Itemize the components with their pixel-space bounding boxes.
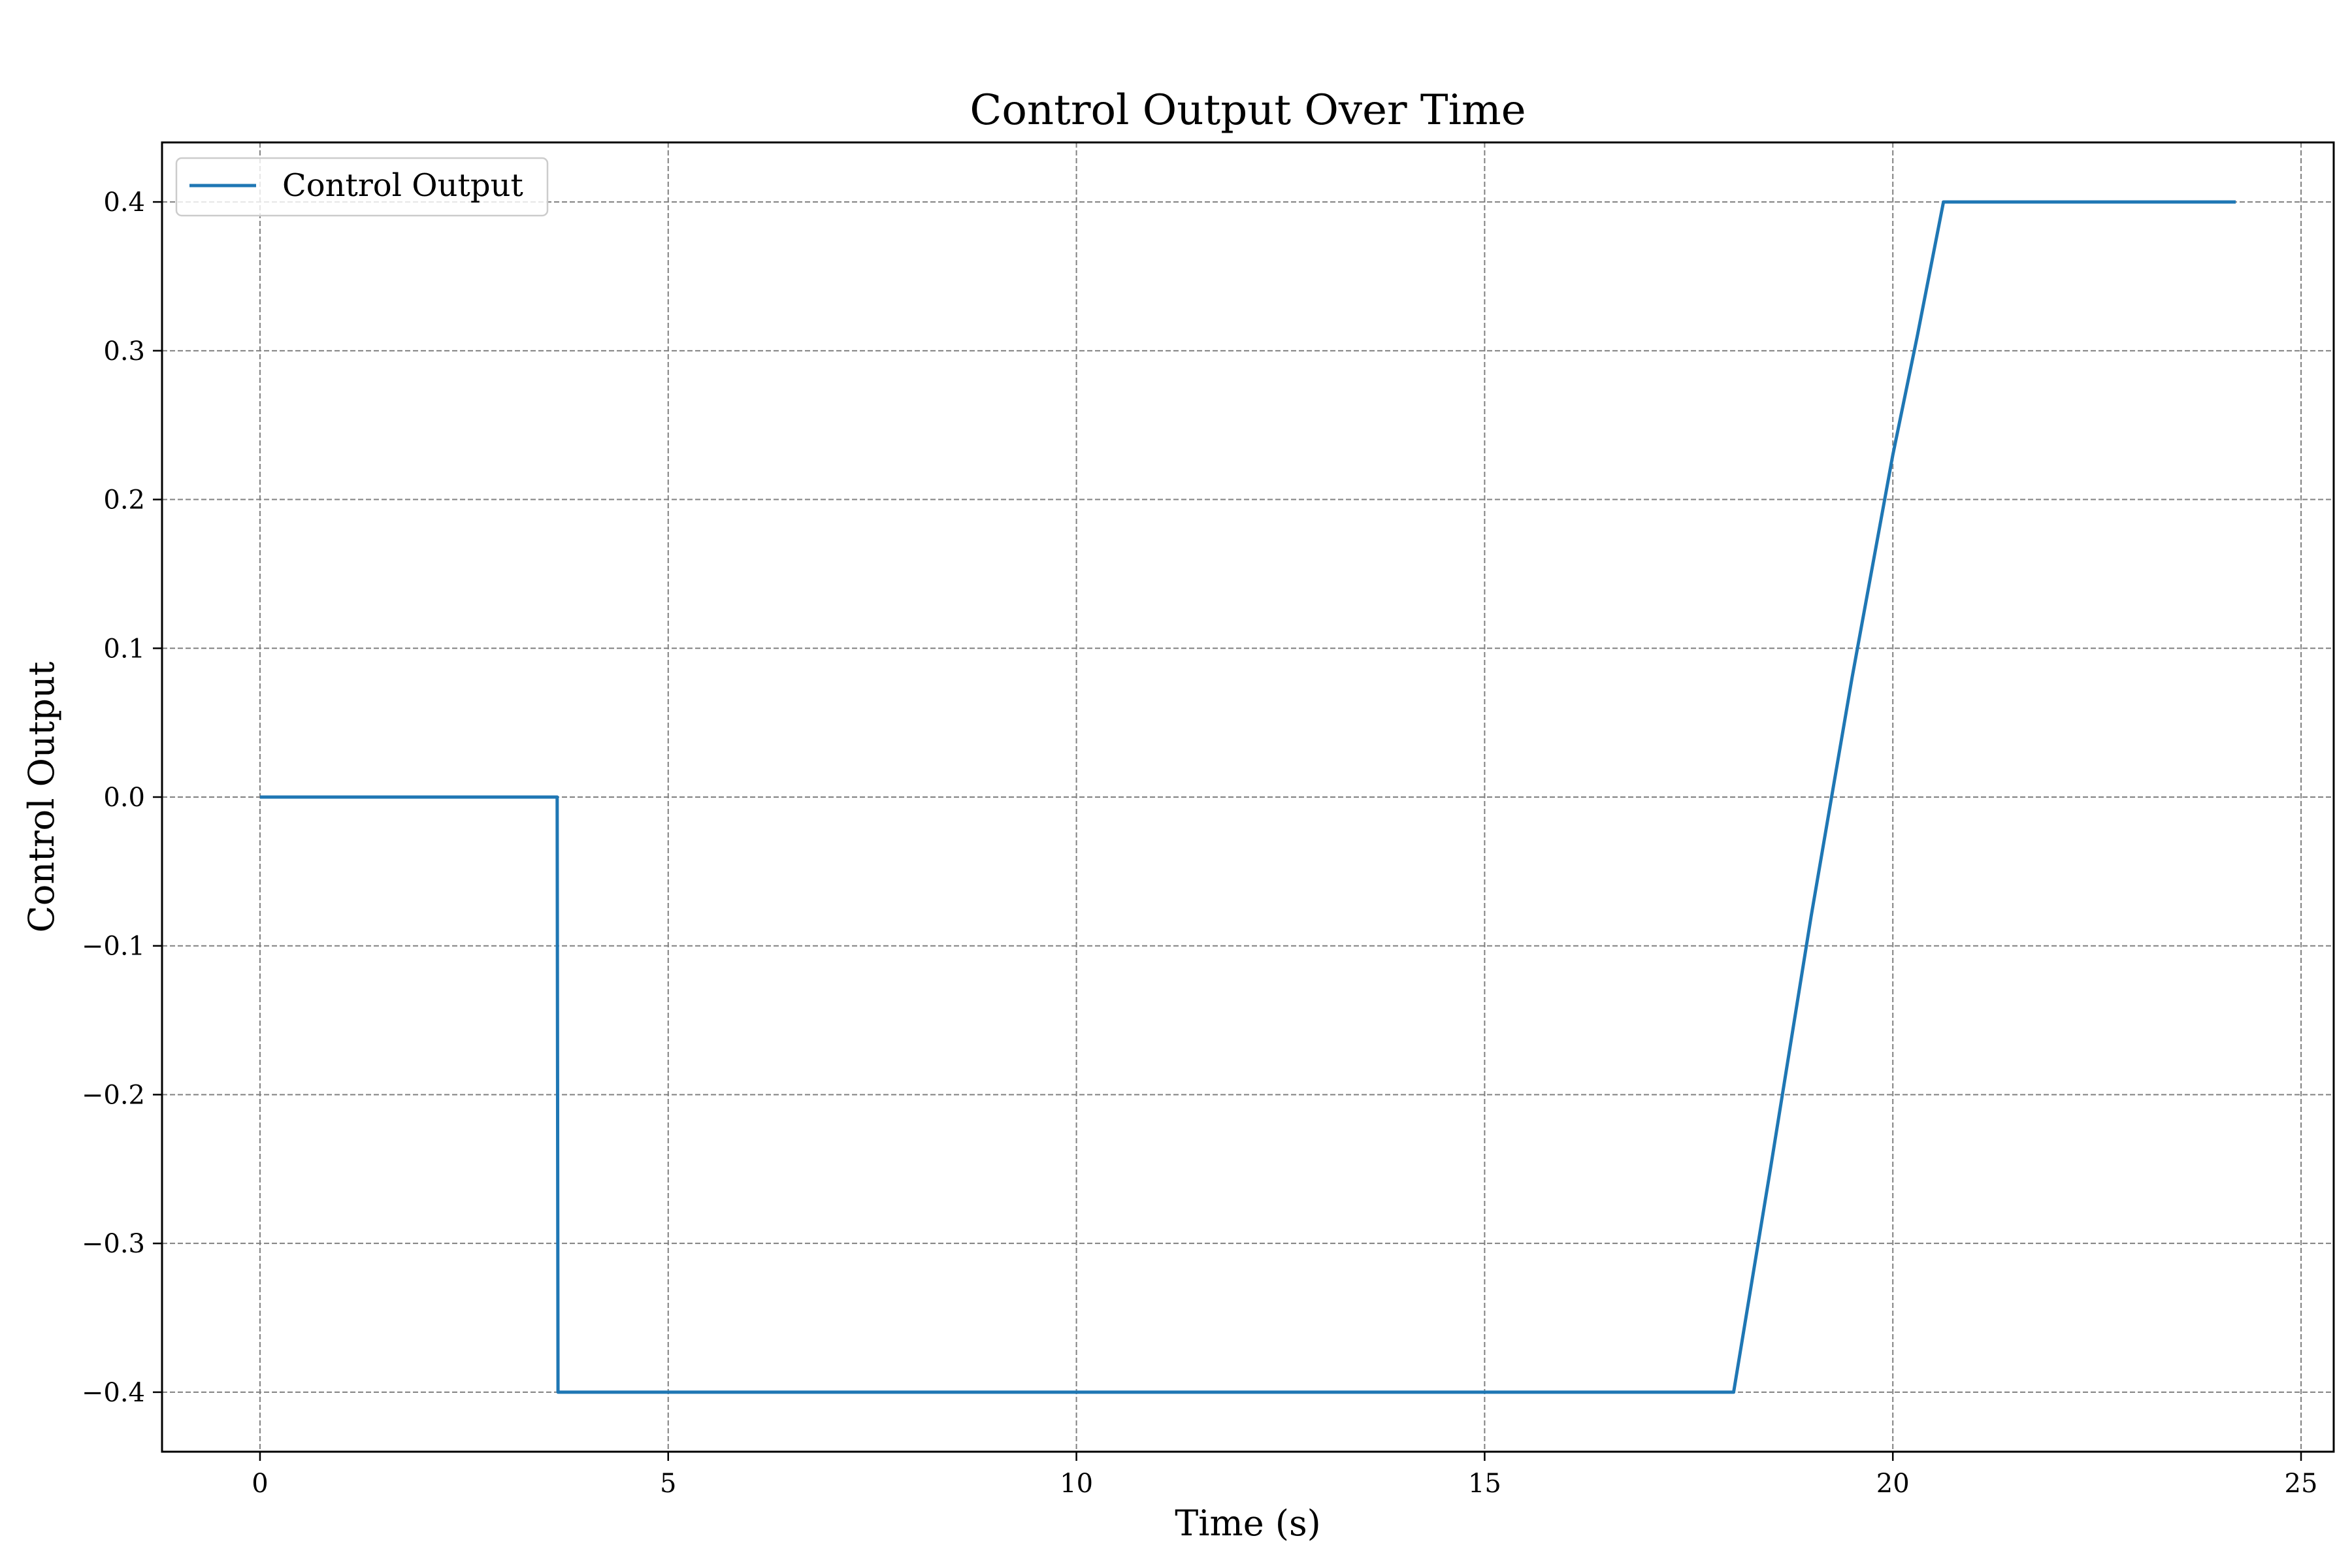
x-tick-label: 15 (1468, 1469, 1501, 1499)
chart-title: Control Output Over Time (970, 86, 1526, 135)
x-tick-label: 0 (252, 1469, 268, 1499)
y-tick-label: −0.1 (82, 932, 145, 962)
y-axis-label: Control Output (21, 661, 62, 932)
x-tick-label: 10 (1060, 1469, 1093, 1499)
x-tick-label: 5 (660, 1469, 676, 1499)
series-line-control-output (260, 200, 2236, 1394)
y-tick-label: 0.2 (103, 485, 145, 515)
ticks: 0 5 10 15 20 25 −0.4 −0.3 −0.2 −0.1 0.0 0.1 0.2 0.3 0.… (82, 188, 2318, 1499)
x-axis-label: Time (s) (1175, 1503, 1320, 1544)
x-tick-label: 25 (2285, 1469, 2318, 1499)
x-tick-label: 20 (1876, 1469, 1910, 1499)
legend-label: Control Output (282, 167, 523, 204)
y-tick-label: 0.1 (103, 634, 145, 664)
legend: Control Output (175, 157, 549, 217)
series-layer (260, 200, 2236, 1394)
y-tick-label: 0.4 (103, 188, 145, 218)
y-tick-label: −0.4 (82, 1378, 145, 1408)
y-tick-label: 0.3 (103, 336, 145, 367)
y-tick-label: −0.3 (82, 1229, 145, 1259)
y-tick-label: 0.0 (103, 783, 145, 813)
y-tick-label: −0.2 (82, 1080, 145, 1110)
legend-box (175, 157, 549, 217)
